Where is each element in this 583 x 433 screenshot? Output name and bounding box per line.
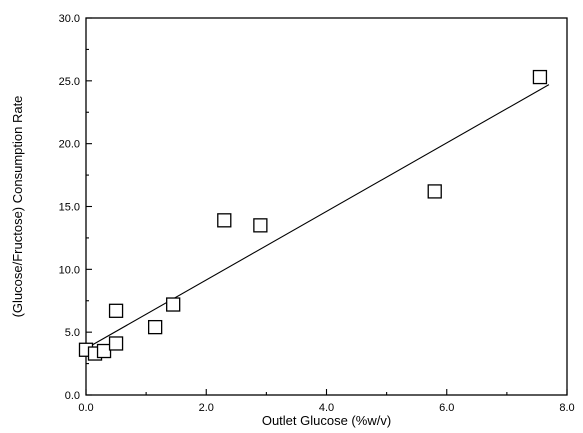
data-point <box>253 218 268 233</box>
y-tick-label: 20.0 <box>59 139 80 151</box>
fit-line <box>85 84 550 349</box>
data-points <box>78 69 548 361</box>
y-tick-label: 30.0 <box>59 13 80 25</box>
data-point <box>217 213 232 228</box>
data-point <box>147 319 163 335</box>
x-tick-label: 2.0 <box>199 402 214 414</box>
data-point <box>108 336 124 351</box>
x-tick-label: 4.0 <box>319 402 334 414</box>
data-point <box>96 343 112 359</box>
x-axis: 0.0 2.0 4.0 6.0 8.0 <box>78 389 575 414</box>
x-tick-label: 8.0 <box>559 402 574 414</box>
y-axis-title: (Glucose/Fructose) Consumption Rate <box>10 96 25 318</box>
y-tick-label: 10.0 <box>59 264 80 276</box>
x-axis-title: Outlet Glucose (%w/v) <box>262 413 391 428</box>
x-tick-label: 0.0 <box>78 402 93 414</box>
y-tick-label: 5.0 <box>65 327 80 339</box>
y-tick-label: 0.0 <box>65 390 80 402</box>
y-tick-label: 25.0 <box>59 76 80 88</box>
y-tick-label: 15.0 <box>59 202 80 214</box>
data-point <box>427 184 442 199</box>
plot-area <box>85 17 568 396</box>
data-point <box>166 297 181 312</box>
y-axis: 0.0 5.0 10.0 15.0 20.0 25.0 30.0 <box>59 13 92 402</box>
data-point <box>532 69 548 85</box>
x-tick-label: 6.0 <box>439 402 454 414</box>
plot-frame <box>85 17 568 396</box>
data-point <box>108 303 124 318</box>
fit-layer <box>85 84 550 349</box>
